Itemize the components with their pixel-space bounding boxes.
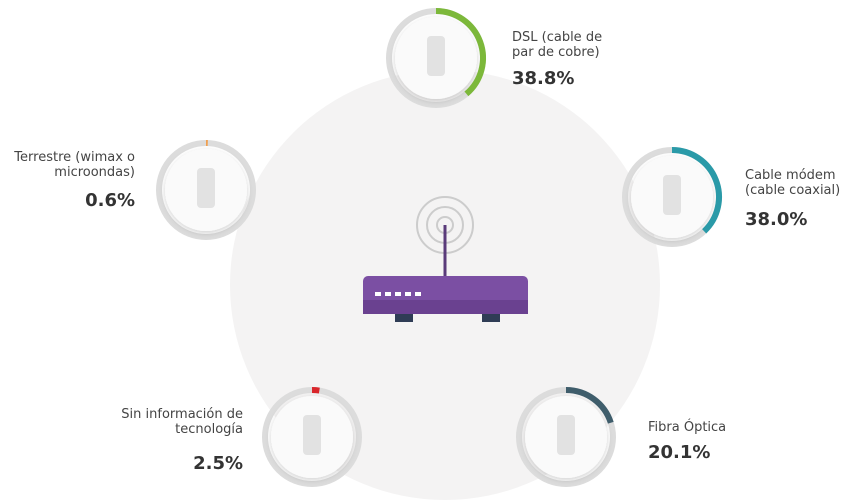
ring-arc xyxy=(312,390,319,391)
icon xyxy=(557,415,575,455)
icon xyxy=(303,415,321,455)
icon xyxy=(197,168,215,208)
category-label: Fibra Óptica xyxy=(648,420,758,435)
category-label: Cable módem (cable coaxial) xyxy=(745,168,847,198)
value-label: 38.8% xyxy=(512,68,574,89)
category-label: Sin información de tecnología xyxy=(113,407,243,437)
icon xyxy=(427,36,445,76)
value-label: 38.0% xyxy=(745,209,807,230)
category-label: Terrestre (wimax o microondas) xyxy=(5,150,135,180)
category-label: DSL (cable de par de cobre) xyxy=(512,30,617,60)
value-label: 2.5% xyxy=(193,453,243,474)
value-label: 20.1% xyxy=(648,442,710,463)
icon xyxy=(663,175,681,215)
infographic: DSL (cable de par de cobre) 38.8% Cable mó… xyxy=(0,0,847,503)
value-label: 0.6% xyxy=(85,190,135,211)
